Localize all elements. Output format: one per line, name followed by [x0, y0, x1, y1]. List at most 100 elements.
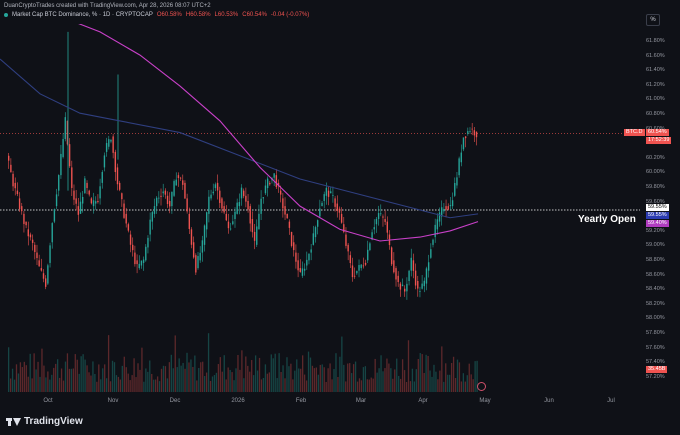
symbol-title[interactable]: Market Cap BTC Dominance, % · 1D · CRYPT… [12, 12, 153, 18]
volume-bar [431, 376, 433, 392]
x-tick-label: Feb [295, 398, 307, 404]
volume-bar [411, 368, 414, 392]
candle-body [192, 242, 195, 258]
volume-bar [102, 368, 104, 392]
volume-bar [423, 372, 425, 392]
x-tick-label: Dec [169, 398, 181, 404]
volume-bar [23, 361, 25, 392]
volume-bar [335, 353, 337, 392]
candle-body [451, 200, 454, 207]
price-chart[interactable] [0, 24, 640, 396]
candle-body [473, 130, 476, 136]
volume-bar [366, 379, 368, 392]
candle-body [456, 177, 458, 186]
volume-bar [443, 381, 445, 392]
candle-body [151, 212, 154, 222]
volume-bar [109, 381, 112, 392]
candle-body [438, 212, 441, 222]
volume-bar [468, 363, 470, 392]
chart-plot-area[interactable] [0, 24, 640, 396]
volume-bar [90, 375, 92, 392]
x-tick-label: Jul [607, 398, 615, 404]
volume-bar [237, 354, 239, 392]
candle-body [31, 239, 34, 243]
candle-body [55, 194, 58, 207]
x-tick-label: Nov [107, 398, 119, 404]
candle-body [158, 197, 160, 199]
candle-body [95, 201, 97, 204]
candle-body [116, 167, 119, 185]
volume-bar [98, 364, 100, 392]
candle-body [375, 218, 378, 225]
volume-bar [382, 371, 384, 392]
volume-bar [305, 380, 308, 392]
candle-body [464, 136, 467, 139]
volume-bar [409, 381, 412, 392]
candle-body [199, 252, 201, 261]
volume-bar [268, 372, 270, 392]
candle-body [206, 212, 208, 230]
volume-bar [119, 379, 122, 392]
candle-body [253, 231, 256, 241]
volume-bar [213, 375, 216, 392]
volume-bar [343, 364, 345, 392]
volume-bar [121, 365, 123, 392]
volume-bar [460, 381, 463, 392]
volume-bar [194, 355, 196, 392]
volume-bar [215, 372, 218, 392]
volume-bar [274, 353, 276, 392]
volume-bar [403, 370, 406, 392]
volume-bar [196, 380, 198, 392]
volume-bar [188, 362, 190, 392]
candle-body [301, 268, 304, 276]
candle-body [66, 120, 69, 145]
candle-body [153, 206, 156, 214]
candle-body [430, 249, 432, 258]
volume-bar [172, 368, 174, 392]
candle-body [16, 190, 19, 195]
candle-body [399, 283, 402, 290]
candle-body [201, 240, 204, 253]
candle-body [279, 190, 282, 195]
candle-body [312, 233, 315, 245]
candle-body [77, 206, 80, 215]
candle-body [323, 194, 325, 201]
volume-bar [280, 371, 282, 392]
volume-bar [113, 362, 116, 392]
volume-bar [162, 365, 165, 392]
alert-icon[interactable] [477, 382, 486, 391]
candle-body [417, 280, 419, 289]
volume-bar [198, 367, 200, 392]
volume-bar [372, 378, 374, 392]
candle-body [266, 178, 269, 189]
volume-bar [72, 368, 74, 392]
x-tick-label: Jun [544, 398, 554, 404]
candle-body [310, 249, 312, 253]
candle-body [386, 221, 389, 233]
volume-bar [276, 378, 278, 392]
candle-body [443, 209, 445, 212]
percent-scale-button[interactable]: % [646, 14, 660, 26]
candle-body [79, 201, 82, 214]
current-price-tag: 60.54% [646, 129, 669, 136]
candle-body [188, 213, 191, 229]
volume-bar [100, 379, 102, 392]
volume-bar [88, 372, 90, 392]
candle-body [427, 262, 430, 271]
volume-bar [184, 368, 186, 392]
time-axis[interactable]: Oct Nov Dec 2026 Feb Mar Apr May Jun Jul [0, 396, 640, 408]
candle-body [410, 257, 412, 271]
volume-bar [400, 378, 402, 392]
volume-bar [64, 361, 67, 392]
candle-body [245, 195, 247, 202]
volume-bar [313, 368, 316, 392]
volume-bar [296, 359, 298, 392]
volume-bar [380, 355, 382, 392]
candle-body [260, 198, 262, 214]
volume-bar [55, 363, 57, 392]
y-tick-label: 57.60% [646, 344, 665, 351]
volume-bar [364, 366, 367, 392]
volume-bar [13, 379, 16, 392]
candle-body [212, 191, 214, 194]
y-tick-label: 60.80% [646, 111, 665, 117]
